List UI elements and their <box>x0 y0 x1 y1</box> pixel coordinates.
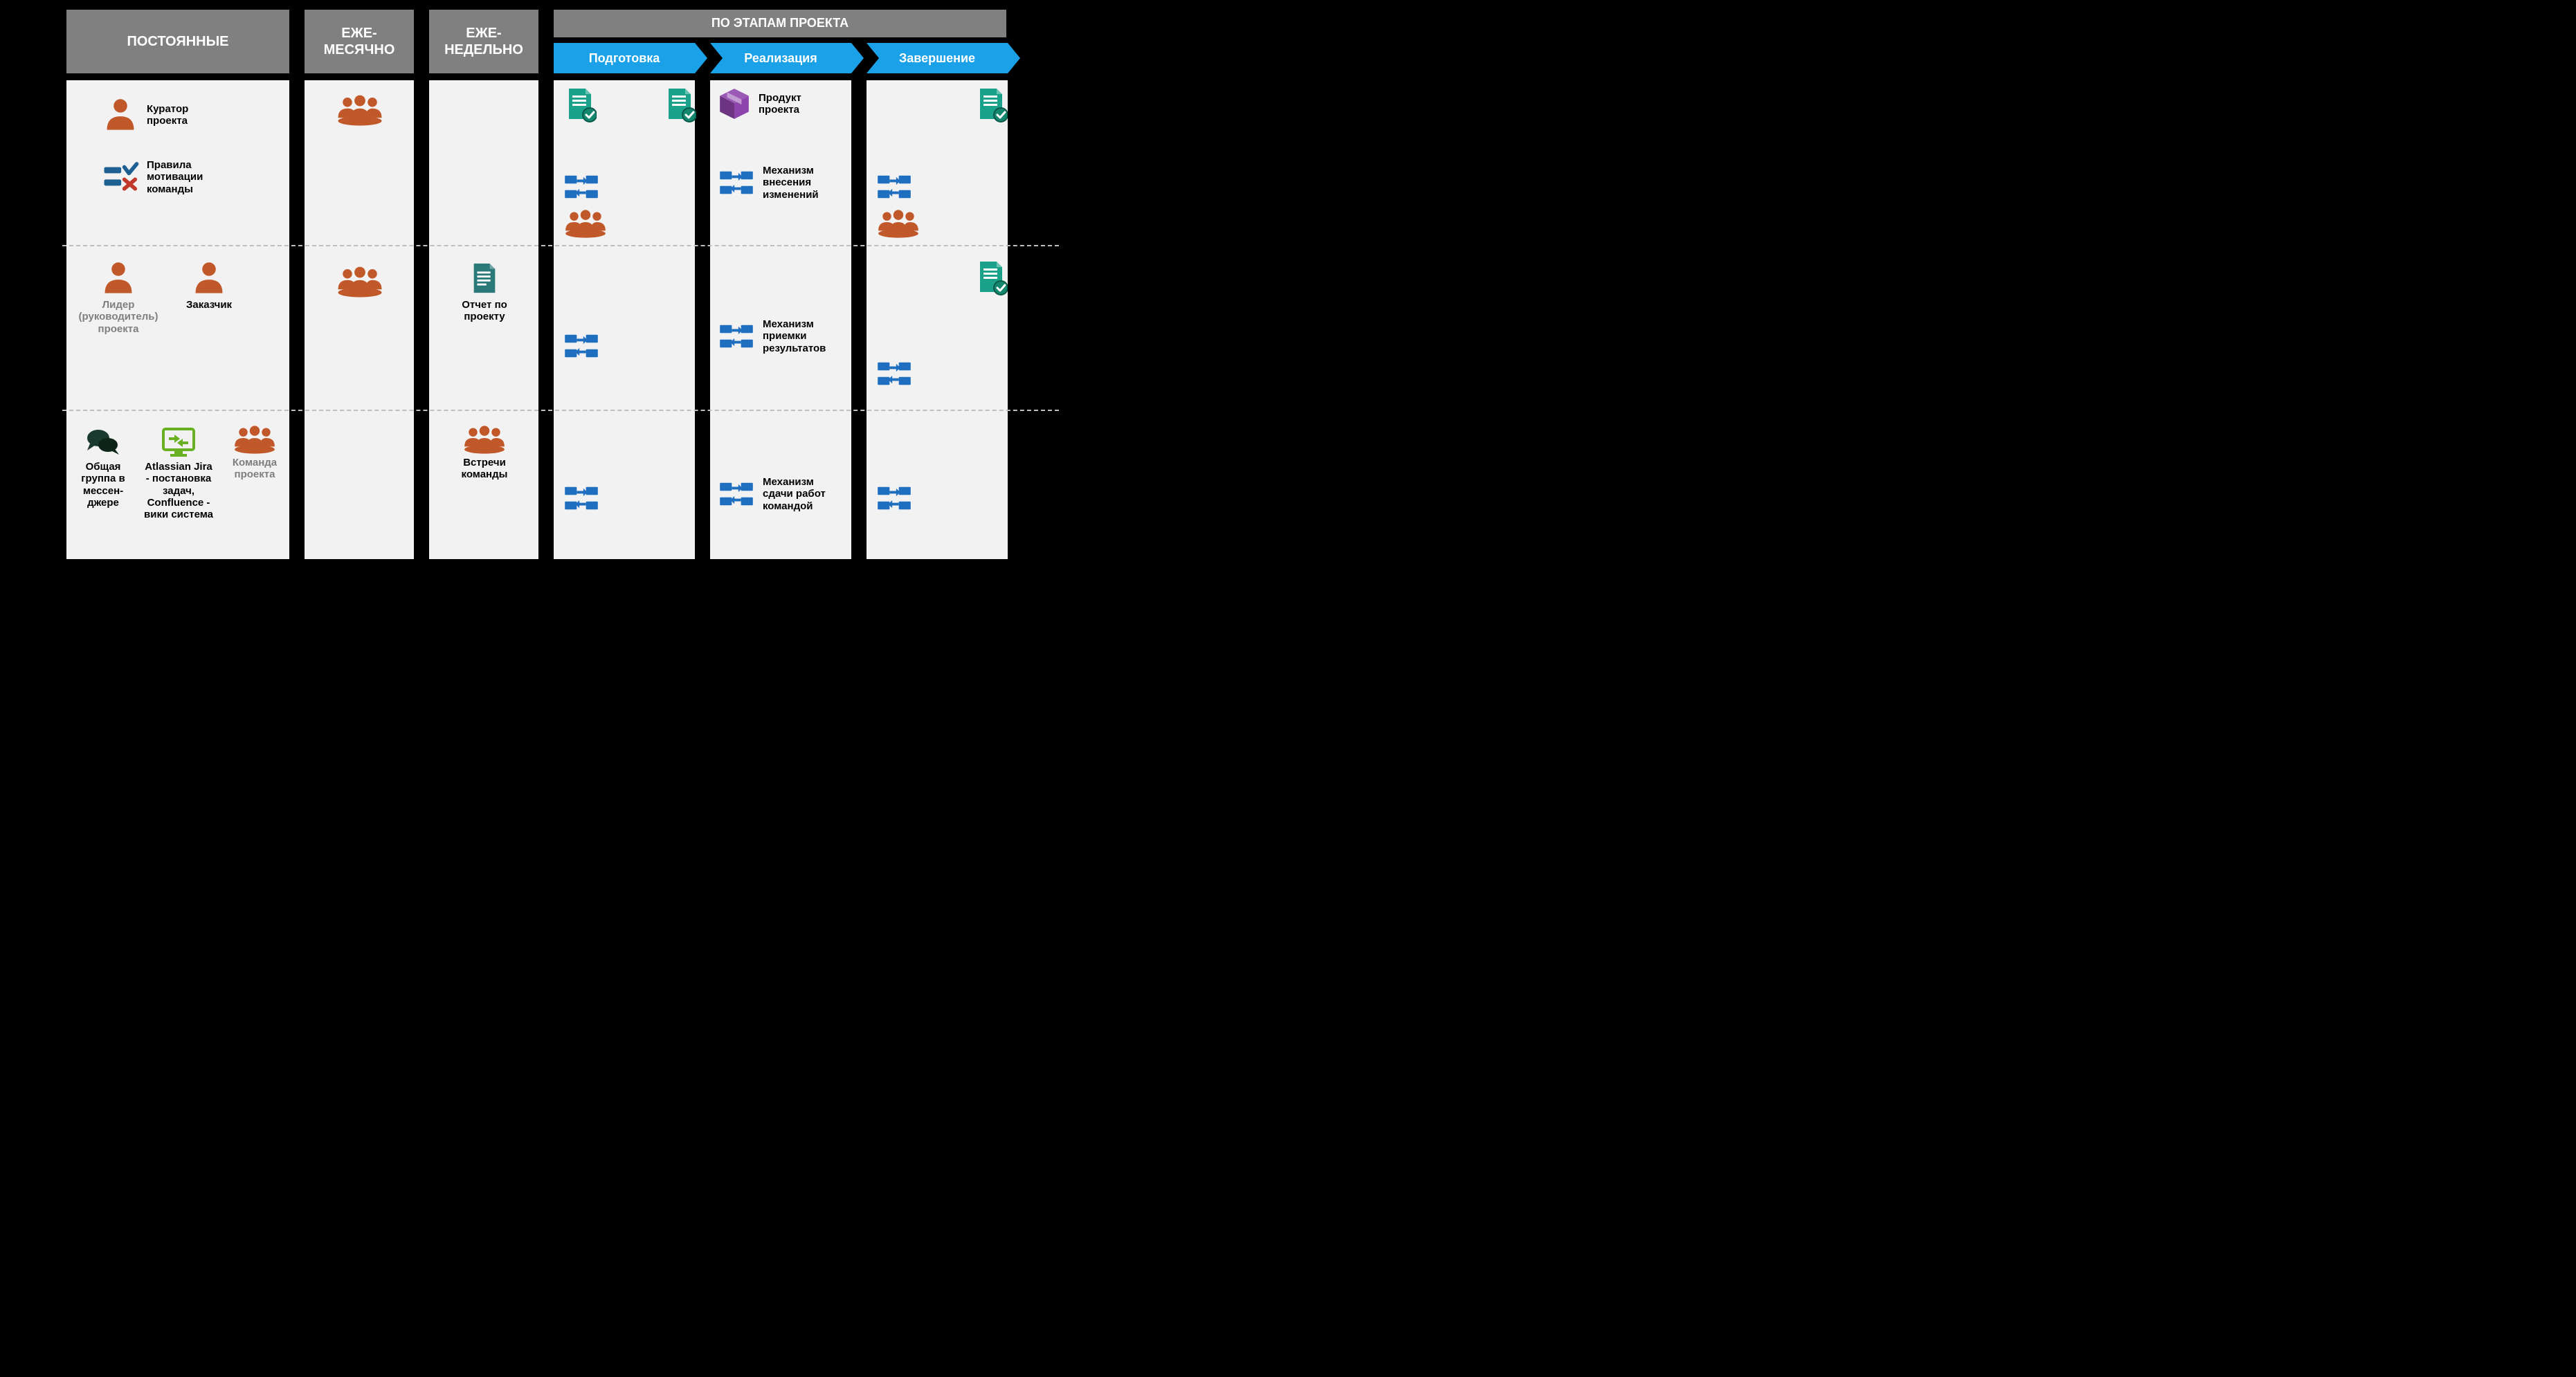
flow-icon <box>562 484 601 512</box>
header-monthly-label: ЕЖЕ- МЕСЯЧНО <box>324 25 395 58</box>
arrow-done-label: Завершение <box>899 51 975 66</box>
document-check-icon <box>974 260 1008 296</box>
done-r2-flow <box>873 360 915 390</box>
item-leader: Лидер (руководитель) проекта <box>73 260 163 335</box>
done-r2-doccheck <box>972 260 1010 299</box>
impl-r3-mech-deliver: Механизм сдачи работ командой <box>717 476 862 512</box>
mech-change-label: Механизм внесения изменений <box>763 165 819 201</box>
arrow-prep-label: Подготовка <box>589 51 660 66</box>
header-stages-label: ПО ЭТАПАМ ПРОЕКТА <box>711 16 849 31</box>
prep-r1-flow <box>561 173 602 203</box>
item-customer: Заказчик <box>174 260 244 311</box>
prep-r3-flow <box>561 484 602 515</box>
person-icon <box>190 260 228 296</box>
done-r1-doccheck <box>972 87 1010 126</box>
item-jira: Atlassian Jira - постановка задач, Confl… <box>137 425 220 520</box>
mech-deliver-label: Механизм сдачи работ командой <box>763 476 826 512</box>
document-check-icon <box>974 87 1008 123</box>
flow-icon <box>875 173 914 201</box>
group-icon <box>563 209 608 238</box>
rules-label: Правила мотивации команды <box>147 159 203 195</box>
done-r3-flow <box>873 484 915 515</box>
document-check-icon <box>563 87 597 123</box>
mech-accept-label: Механизм приемки результатов <box>763 318 826 354</box>
jira-label: Atlassian Jira - постановка задач, Confl… <box>137 461 220 520</box>
header-stages: ПО ЭТАПАМ ПРОЕКТА <box>554 10 1006 37</box>
checklist-icon <box>101 162 140 192</box>
header-permanent-label: ПОСТОЯННЫЕ <box>127 33 228 50</box>
product-label: Продукт проекта <box>759 92 801 116</box>
weekly-report: Отчет по проекту <box>450 260 519 323</box>
item-rules: Правила мотивации команды <box>101 159 203 195</box>
prep-r1-doccheck <box>561 87 599 126</box>
flow-icon <box>717 480 756 508</box>
row-divider-1 <box>62 245 1059 246</box>
group-icon <box>876 209 921 238</box>
person-icon <box>101 97 140 133</box>
chat-icon <box>84 425 122 458</box>
monthly-row2-group <box>332 266 388 300</box>
document-check-icon <box>663 87 696 123</box>
box-icon <box>717 87 752 120</box>
report-label: Отчет по проекту <box>450 299 519 323</box>
item-chat: Общая группа в мессен- джере <box>72 425 134 509</box>
flow-icon <box>875 484 914 512</box>
impl-r2-mech-accept: Механизм приемки результатов <box>717 318 862 354</box>
group-icon <box>232 425 278 454</box>
prep-r1-doccheck2 <box>660 87 699 126</box>
flow-icon <box>717 169 756 197</box>
curator-label: Куратор проекта <box>147 103 188 127</box>
item-team: Команда проекта <box>221 425 288 481</box>
row-divider-2 <box>62 410 1059 411</box>
impl-r1-product: Продукт проекта <box>717 87 849 120</box>
done-r1-group <box>873 209 923 241</box>
monthly-row1-group <box>332 94 388 129</box>
header-permanent: ПОСТОЯННЫЕ <box>66 10 289 73</box>
impl-r1-mech-change: Механизм внесения изменений <box>717 165 855 201</box>
item-curator: Куратор проекта <box>101 97 188 133</box>
header-monthly: ЕЖЕ- МЕСЯЧНО <box>305 10 414 73</box>
team-label: Команда проекта <box>221 457 288 481</box>
col-monthly-bg <box>305 80 414 559</box>
arrow-impl: Реализация <box>710 43 864 73</box>
flow-icon <box>562 173 601 201</box>
flow-icon <box>562 332 601 360</box>
arrow-prep: Подготовка <box>554 43 707 73</box>
weekly-meeting: Встречи команды <box>448 425 520 481</box>
done-r1-flow <box>873 173 915 203</box>
header-weekly-label: ЕЖЕ- НЕДЕЛЬНО <box>444 25 523 58</box>
meeting-label: Встречи команды <box>448 457 520 481</box>
flow-icon <box>875 360 914 387</box>
header-weekly: ЕЖЕ- НЕДЕЛЬНО <box>429 10 538 73</box>
document-icon <box>469 260 500 296</box>
arrow-done: Завершение <box>867 43 1020 73</box>
flow-icon <box>717 322 756 350</box>
group-icon <box>335 94 385 126</box>
arrow-impl-label: Реализация <box>744 51 817 66</box>
chat-label: Общая группа в мессен- джере <box>72 461 134 509</box>
group-icon <box>335 266 385 298</box>
leader-label: Лидер (руководитель) проекта <box>73 299 163 335</box>
monitor-icon <box>159 425 198 458</box>
person-icon <box>99 260 138 296</box>
customer-label: Заказчик <box>174 299 244 311</box>
prep-r2-flow <box>561 332 602 363</box>
group-icon <box>462 425 507 454</box>
prep-r1-group <box>561 209 610 241</box>
